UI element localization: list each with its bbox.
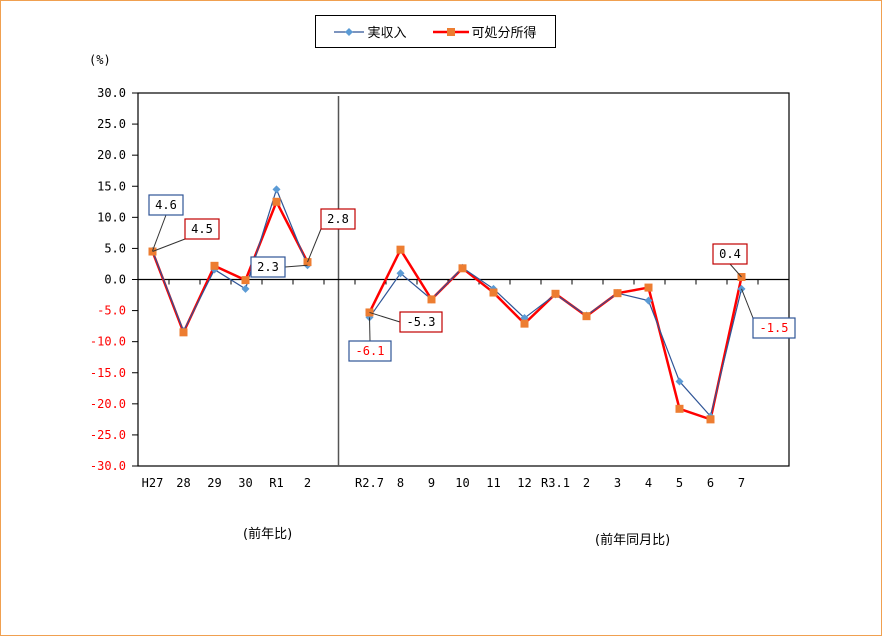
x-tick-label: 2 <box>304 476 311 490</box>
diamond-marker <box>241 284 250 293</box>
diamond-marker-icon <box>334 27 365 36</box>
svg-text:-1.5: -1.5 <box>760 321 789 335</box>
x-tick-label: 8 <box>397 476 404 490</box>
square-marker <box>489 288 498 297</box>
x-tick-label: R3.1 <box>541 476 570 490</box>
x-tick-label: 4 <box>645 476 652 490</box>
monthly-section-label: (前年同月比) <box>595 533 671 548</box>
y-tick-label: -20.0 <box>90 397 126 411</box>
y-tick-label: -15.0 <box>90 366 126 380</box>
x-tick-label: R2.7 <box>355 476 384 490</box>
data-label: -6.1 <box>348 340 392 362</box>
x-tick-label: 29 <box>207 476 221 490</box>
x-tick-label: 12 <box>517 476 531 490</box>
square-marker <box>179 328 188 337</box>
x-tick-label: 7 <box>738 476 745 490</box>
x-tick-label: 28 <box>176 476 190 490</box>
data-label: 4.5 <box>184 218 220 240</box>
diamond-marker <box>675 377 684 386</box>
y-tick-label: -30.0 <box>90 459 126 473</box>
legend-item-disposable-income: 可処分所得 <box>432 22 537 41</box>
square-marker <box>582 312 591 321</box>
legend-label: 可処分所得 <box>471 26 537 41</box>
x-tick-label: 11 <box>486 476 500 490</box>
y-tick-label: -25.0 <box>90 428 126 442</box>
x-tick-label: 5 <box>676 476 683 490</box>
square-marker <box>520 319 529 328</box>
data-label: 4.6 <box>148 194 184 216</box>
square-marker <box>241 276 250 285</box>
svg-text:-5.3: -5.3 <box>407 315 436 329</box>
diamond-marker <box>396 269 405 278</box>
svg-text:4.6: 4.6 <box>155 198 177 212</box>
x-tick-label: 2 <box>583 476 590 490</box>
svg-text:2.3: 2.3 <box>257 260 279 274</box>
y-tick-label: 15.0 <box>97 179 126 193</box>
y-tick-label: 10.0 <box>97 210 126 224</box>
data-label: -5.3 <box>399 311 443 333</box>
square-marker <box>706 415 715 424</box>
y-axis-unit-label: (%) <box>89 53 111 67</box>
diamond-marker <box>644 296 653 305</box>
y-tick-label: 5.0 <box>104 241 126 255</box>
series-line <box>368 248 743 421</box>
legend-item-actual-income: 実収入 <box>334 22 407 41</box>
x-tick-label: R1 <box>269 476 283 490</box>
x-tick-label: H27 <box>142 476 164 490</box>
square-marker <box>396 245 405 254</box>
series-line <box>151 188 309 332</box>
square-marker <box>427 295 436 304</box>
legend-label: 実収入 <box>367 26 407 41</box>
legend: 実収入 可処分所得 <box>315 15 556 48</box>
x-tick-label: 6 <box>707 476 714 490</box>
y-tick-label: 25.0 <box>97 117 126 131</box>
square-marker <box>675 404 684 413</box>
square-marker-icon <box>432 27 469 36</box>
y-tick-label: 0.0 <box>104 273 126 287</box>
y-tick-label: 30.0 <box>97 86 126 100</box>
svg-text:4.5: 4.5 <box>191 222 213 236</box>
annual-section-label: (前年比) <box>243 527 293 542</box>
diamond-marker <box>272 185 281 194</box>
svg-text:0.4: 0.4 <box>719 247 741 261</box>
x-tick-label: 30 <box>238 476 252 490</box>
data-label: 2.3 <box>250 256 286 278</box>
y-tick-label: 20.0 <box>97 148 126 162</box>
svg-text:-6.1: -6.1 <box>356 344 385 358</box>
square-marker <box>644 283 653 292</box>
y-tick-label: -5.0 <box>97 304 126 318</box>
square-marker <box>551 289 560 298</box>
square-marker <box>458 264 467 273</box>
x-tick-label: 3 <box>614 476 621 490</box>
square-marker <box>210 261 219 270</box>
svg-text:2.8: 2.8 <box>327 212 349 226</box>
square-marker <box>613 289 622 298</box>
data-label: 0.4 <box>712 243 748 265</box>
y-tick-label: -10.0 <box>90 335 126 349</box>
data-label: -1.5 <box>752 317 796 339</box>
x-tick-label: 9 <box>428 476 435 490</box>
square-marker <box>272 197 281 206</box>
data-label: 2.8 <box>320 208 356 230</box>
x-tick-label: 10 <box>455 476 469 490</box>
